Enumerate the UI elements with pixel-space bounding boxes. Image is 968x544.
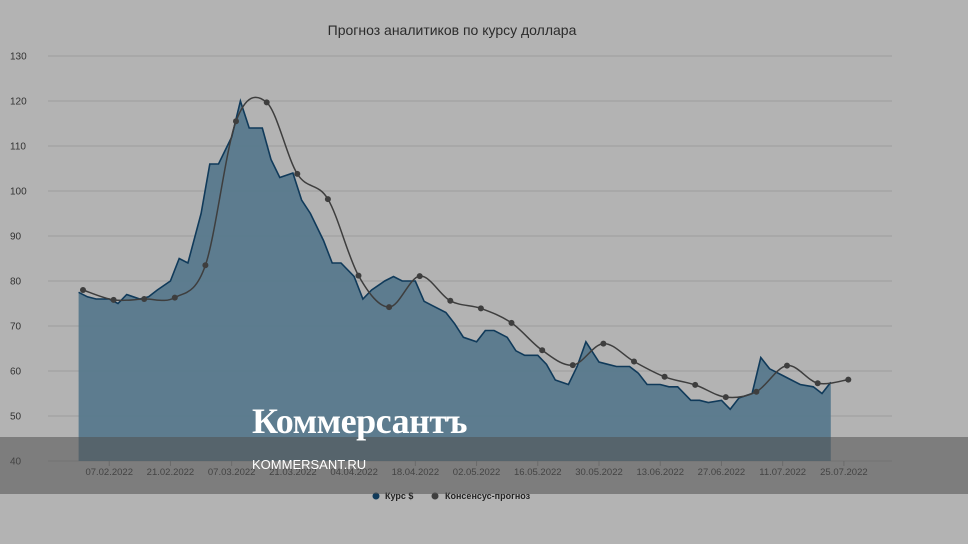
series-line-forecast	[80, 96, 852, 401]
forecast-point[interactable]	[539, 347, 546, 354]
forecast-point[interactable]	[477, 305, 484, 312]
forecast-point[interactable]	[80, 287, 86, 293]
area-fill-kurs	[78, 101, 831, 461]
y-tick-label: 50	[10, 412, 22, 423]
forecast-point[interactable]	[447, 297, 454, 304]
watermark-url: KOMMERSANT.RU	[252, 457, 367, 472]
forecast-point[interactable]	[814, 380, 821, 387]
forecast-point[interactable]	[324, 196, 331, 203]
forecast-point[interactable]	[722, 394, 729, 401]
forecast-point[interactable]	[631, 358, 637, 365]
forecast-point[interactable]	[386, 304, 393, 311]
y-axis: 405060708090100110120130	[10, 52, 27, 468]
watermark-band	[0, 437, 968, 494]
forecast-point[interactable]	[600, 340, 607, 347]
y-tick-label: 130	[10, 52, 27, 63]
forecast-point[interactable]	[661, 373, 668, 380]
forecast-point[interactable]	[110, 296, 117, 303]
chart-title: Прогноз аналитиков по курсу доллара	[328, 22, 577, 38]
forecast-point[interactable]	[692, 381, 699, 388]
forecast-point[interactable]	[233, 118, 239, 125]
forecast-point[interactable]	[171, 294, 178, 301]
legend[interactable]: Курс $ Консенсус-прогноз	[372, 491, 531, 501]
y-tick-label: 90	[10, 232, 22, 243]
legend-marker-forecast	[431, 492, 439, 500]
forecast-point[interactable]	[753, 388, 760, 395]
forecast-point[interactable]	[784, 362, 790, 369]
legend-marker-kurs	[372, 492, 380, 500]
forecast-point[interactable]	[202, 262, 209, 269]
forecast-point[interactable]	[294, 170, 301, 177]
forecast-point[interactable]	[141, 296, 148, 302]
forecast-point[interactable]	[263, 99, 270, 106]
y-tick-label: 70	[10, 322, 22, 333]
y-tick-label: 110	[10, 142, 26, 153]
y-tick-label: 120	[10, 97, 27, 108]
y-tick-label: 60	[10, 367, 22, 378]
series-area-kurs	[78, 98, 832, 461]
legend-label-forecast[interactable]: Консенсус-прогноз	[445, 491, 531, 501]
watermark-logo: Коммерсантъ	[252, 401, 468, 441]
y-tick-label: 100	[10, 187, 27, 198]
forecast-point[interactable]	[416, 273, 423, 280]
area-line-kurs	[78, 98, 832, 411]
forecast-point[interactable]	[845, 376, 852, 383]
forecast-point[interactable]	[508, 319, 515, 326]
forecast-point[interactable]	[569, 362, 576, 369]
forecast-point[interactable]	[355, 272, 362, 279]
y-tick-label: 80	[10, 277, 22, 288]
legend-label-kurs[interactable]: Курс $	[385, 491, 413, 501]
